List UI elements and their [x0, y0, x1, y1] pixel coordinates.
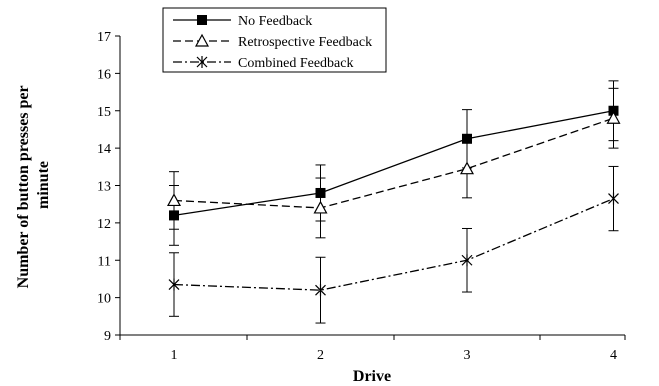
- legend-label: Combined Feedback: [238, 56, 353, 71]
- y-tick-label: 11: [98, 254, 111, 269]
- y-tick-label: 10: [97, 292, 111, 307]
- series-2: [168, 165, 619, 324]
- y-tick-label: 13: [97, 180, 111, 195]
- y-tick-label: 17: [97, 30, 111, 45]
- y-tick-label: 14: [97, 142, 111, 157]
- data-point: [608, 192, 619, 205]
- x-tick-label: 3: [464, 348, 471, 363]
- legend-marker: [197, 15, 207, 25]
- x-tick-label: 4: [610, 348, 617, 363]
- legend-label: No Feedback: [238, 14, 312, 29]
- data-point: [313, 200, 328, 214]
- data-point: [606, 110, 621, 124]
- data-point: [461, 254, 473, 267]
- series-line: [173, 117, 614, 209]
- data-point: [315, 284, 326, 297]
- y-tick-label: 15: [97, 105, 111, 120]
- legend: No Feedback Retrospective Feedback Combine…: [162, 7, 387, 73]
- legend-marker: [194, 33, 210, 47]
- series-line: [173, 197, 614, 291]
- y-tick-label: 9: [104, 329, 111, 344]
- y-axis-title-line-1: Number of button presses per: [15, 85, 32, 288]
- series-1: [166, 87, 621, 239]
- x-tick-label: 1: [171, 348, 178, 363]
- legend-marker: [196, 56, 208, 68]
- y-tick-label: 16: [97, 67, 111, 82]
- data-point: [166, 193, 182, 207]
- data-point: [459, 161, 475, 175]
- y-tick-label: 12: [97, 217, 111, 232]
- series-0: [169, 80, 619, 246]
- data-point: [168, 278, 180, 291]
- y-axis-title-line-2: minute: [35, 161, 52, 209]
- x-axis-title: Drive: [353, 368, 391, 385]
- legend-label: Retrospective Feedback: [238, 35, 372, 50]
- series-line: [173, 110, 614, 217]
- y-axis-title: Number of button presses per minute: [15, 82, 52, 289]
- x-tick-label: 2: [317, 348, 324, 363]
- plot-area: [166, 80, 621, 324]
- data-point: [462, 133, 472, 144]
